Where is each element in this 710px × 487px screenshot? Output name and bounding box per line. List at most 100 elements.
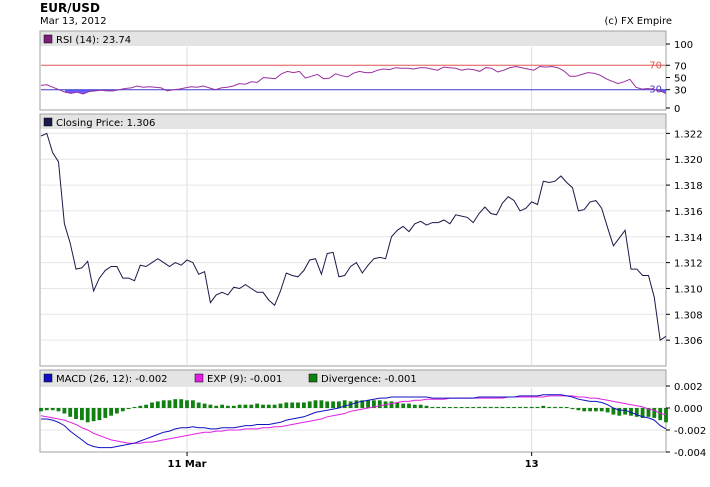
rsi-oversold-area (65, 89, 114, 94)
exp-legend-label: EXP (9): -0.001 (207, 374, 282, 385)
divergence-bar (319, 400, 324, 408)
divergence-bar (652, 408, 657, 418)
divergence-bar (191, 400, 195, 408)
divergence-bar (611, 408, 616, 415)
divergence-bar (500, 406, 505, 408)
divergence-bar (97, 408, 102, 421)
exp-signal-line (40, 395, 667, 444)
divergence-bar (325, 401, 330, 408)
rsi-line-group (40, 65, 667, 95)
divergence-bar (541, 405, 546, 408)
divergence-bar (442, 406, 446, 408)
divergence-bar (68, 408, 73, 417)
divergence-bar (208, 404, 213, 408)
x-axis: 11 Mar 13 (168, 452, 539, 470)
divergence-bar (494, 406, 499, 408)
macd-y-tick-label: -0.004 (674, 448, 706, 459)
rsi-y-tick-label: 70 (674, 61, 687, 72)
divergence-bar (559, 406, 563, 408)
price-y-tick-label: 1.306 (674, 336, 703, 347)
divergence-bar (599, 408, 604, 412)
divergence-bar (226, 405, 230, 408)
divergence-bar (85, 408, 90, 423)
price-y-axis: 1.306 1.308 1.310 1.312 1.314 1.316 1.318 1.320… (666, 129, 703, 347)
macd-legend-swatch (43, 373, 53, 383)
divergence-bar (337, 401, 341, 408)
price-y-tick-label: 1.318 (674, 181, 703, 192)
divergence-bar (173, 399, 178, 408)
divergence-bar (535, 406, 540, 408)
divergence-bar (266, 404, 271, 408)
divergence-bar (272, 404, 277, 408)
divergence-bar (424, 405, 429, 408)
divergence-bar (150, 402, 154, 408)
divergence-bar (307, 401, 312, 408)
divergence-bars (39, 399, 668, 423)
divergence-bar (430, 406, 435, 408)
divergence-bar (483, 406, 487, 408)
divergence-bar (664, 408, 668, 423)
divergence-bar (249, 404, 254, 408)
divergence-bar (389, 401, 394, 408)
divergence-bar (646, 408, 651, 417)
divergence-bar (302, 402, 306, 408)
chart-date: Mar 13, 2012 (40, 16, 107, 27)
divergence-bar (477, 406, 481, 408)
divergence-bar (436, 406, 441, 408)
divergence-bar (255, 403, 259, 408)
macd-y-tick-label: -0.002 (674, 426, 706, 437)
divergence-bar (418, 404, 423, 408)
divergence-bar (138, 405, 143, 408)
divergence-bar (342, 400, 347, 408)
divergence-bar (243, 404, 248, 408)
price-grid (41, 130, 666, 366)
divergence-bar (144, 404, 148, 408)
macd-y-tick-label: 0.002 (674, 382, 703, 393)
divergence-bar (354, 400, 359, 408)
price-y-tick-label: 1.320 (674, 155, 703, 166)
divergence-bar (564, 407, 569, 408)
divergence-bar (126, 408, 131, 410)
divergence-bar (448, 407, 452, 408)
divergence-bar (529, 406, 534, 408)
rsi-panel-header-bar (40, 31, 666, 46)
divergence-bar (634, 408, 639, 417)
price-panel-header-bar (40, 114, 666, 129)
divergence-bar (553, 406, 557, 408)
divergence-bar (617, 408, 622, 416)
rsi-line (40, 65, 667, 95)
divergence-bar (62, 408, 67, 414)
divergence-bar (231, 405, 236, 408)
divergence-bar (623, 408, 627, 415)
divergence-bar (196, 402, 201, 408)
macd-lines-group (40, 394, 667, 449)
divergence-bar (284, 402, 289, 408)
closing-price-line (40, 132, 667, 342)
divergence-bar (290, 402, 295, 408)
x-tick-label: 13 (525, 459, 539, 470)
divergence-bar (220, 404, 224, 408)
price-y-tick-label: 1.312 (674, 259, 703, 270)
price-y-tick-label: 1.310 (674, 284, 703, 295)
divergence-bar (331, 401, 335, 408)
divergence-bar (401, 403, 406, 408)
divergence-bar (465, 407, 470, 408)
divergence-bar (103, 408, 108, 418)
divergence-bar (167, 400, 172, 408)
divergence-bar (523, 406, 528, 408)
divergence-bar (237, 404, 242, 408)
exp-legend-swatch (194, 373, 204, 383)
price-y-tick-label: 1.322 (674, 129, 703, 140)
divergence-bar (547, 406, 552, 408)
macd-legend-label: MACD (26, 12): -0.002 (56, 374, 168, 385)
divergence-bar (179, 399, 184, 408)
divergence-bar (109, 408, 113, 416)
price-legend-swatch (43, 117, 53, 127)
divergence-bar (56, 408, 61, 412)
price-line-group (40, 132, 667, 342)
macd-line (41, 394, 667, 449)
divergence-bar (488, 406, 493, 408)
